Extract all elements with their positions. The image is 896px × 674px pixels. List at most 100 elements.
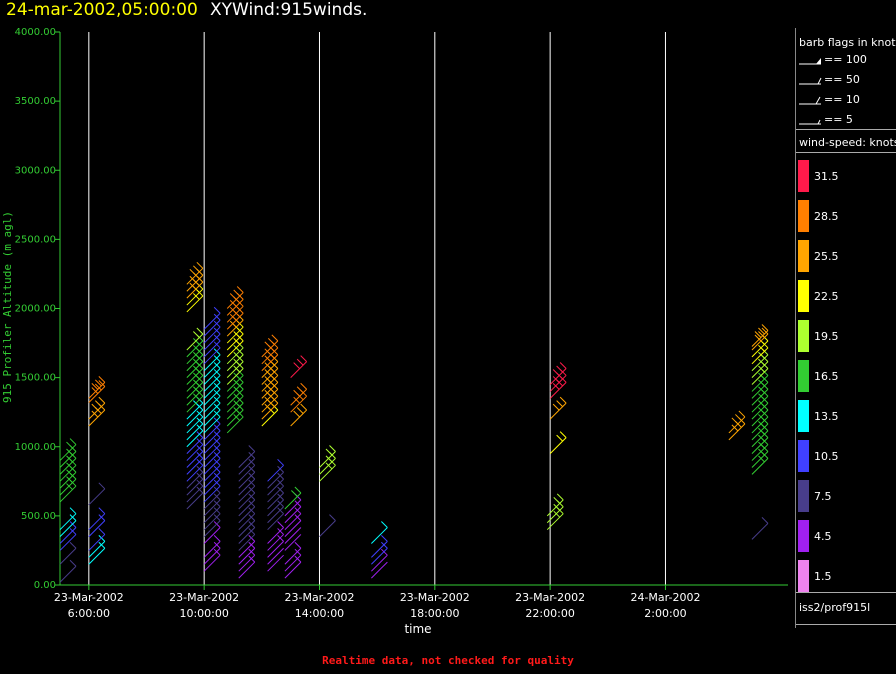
vertical-grid: [88, 32, 666, 585]
wind-barb: [267, 528, 284, 551]
y-tick-label: 3000.00: [15, 165, 56, 176]
x-tick-date: 24-Mar-2002: [630, 591, 700, 604]
wind-barb: [88, 507, 106, 531]
wind-barb: [238, 445, 256, 468]
wind-barb: [203, 514, 221, 537]
quality-note: Realtime data, not checked for quality: [322, 654, 574, 667]
x-tick-time: 22:00:00: [525, 607, 574, 620]
wind-barb: [88, 380, 106, 403]
color-swatch: [798, 360, 809, 392]
x-tick-date: 23-Mar-2002: [54, 591, 124, 604]
wind-barb: [203, 403, 221, 427]
wind-barb: [267, 486, 284, 510]
wind-barb: [186, 472, 204, 496]
wind-barb: [290, 382, 308, 406]
wind-barb: [226, 410, 244, 434]
wind-barb: [203, 362, 221, 385]
wind-barb: [203, 306, 221, 330]
wind-barb: [59, 507, 77, 531]
y-tick-label: 2000.00: [15, 304, 56, 315]
wind-barb: [267, 547, 284, 565]
plot-title: XYWind:915winds.: [210, 0, 368, 20]
wind-barb: [728, 417, 746, 441]
barb-sample: [799, 96, 821, 105]
barb-legend-5: == 5: [824, 113, 853, 126]
y-tick-label: 0.00: [34, 580, 56, 591]
color-swatch: [798, 240, 809, 272]
color-label: 1.5: [814, 570, 832, 583]
wind-barb: [186, 445, 204, 468]
wind-barb: [284, 486, 302, 510]
wind-barb: [203, 369, 221, 392]
y-axis-title: 915 Profiler Altitude (m agl): [1, 211, 14, 403]
wind-barb: [203, 410, 221, 434]
wind-barb: [238, 521, 256, 544]
wind-barb: [290, 355, 308, 378]
wind-barbs: [59, 261, 769, 583]
wind-barb: [238, 452, 256, 475]
wind-barb: [203, 445, 221, 468]
axes: [59, 32, 788, 586]
barb-legend-samples: [799, 58, 822, 125]
wind-barb: [238, 493, 256, 517]
y-tick-label: 4000.00: [15, 27, 56, 38]
legend-divider-4: [796, 624, 896, 625]
color-swatch: [798, 520, 809, 552]
color-swatch: [798, 480, 809, 512]
wind-barb: [186, 289, 204, 313]
wind-barb: [186, 438, 204, 461]
wind-barb: [203, 341, 221, 365]
color-swatch: [798, 320, 809, 352]
wind-barb: [371, 561, 388, 579]
wind-barb: [203, 355, 221, 378]
wind-barb: [238, 541, 256, 565]
legend-panel: barb flags in knots == 100 == 50 == 10 =…: [795, 28, 896, 628]
wind-barb: [267, 507, 284, 531]
x-tick-date: 23-Mar-2002: [284, 591, 354, 604]
wind-barb: [203, 431, 221, 455]
wind-barb: [59, 514, 77, 537]
wind-barb: [751, 327, 769, 351]
wind-barb: [88, 403, 106, 427]
x-tick-time: 18:00:00: [410, 607, 459, 620]
wind-barb: [549, 396, 567, 420]
wind-barb: [238, 507, 256, 531]
wind-barb: [751, 452, 769, 475]
legend-divider-2: [796, 152, 896, 153]
wind-barb: [238, 479, 256, 503]
wind-barb: [267, 479, 284, 503]
wind-barb: [186, 327, 204, 351]
wind-barb: [88, 396, 106, 420]
wind-barb: [203, 389, 221, 413]
x-tick-time: 2:00:00: [644, 607, 686, 620]
wind-barb: [226, 286, 244, 309]
barb-sample: [799, 119, 821, 125]
color-label: 13.5: [814, 410, 839, 423]
wind-barb: [319, 514, 336, 537]
wind-barb: [238, 528, 256, 551]
color-label: 10.5: [814, 450, 839, 463]
y-tick-label: 1000.00: [15, 442, 56, 453]
wind-barb: [203, 472, 221, 496]
wind-barb: [238, 465, 256, 489]
wind-barb: [267, 493, 284, 517]
color-label: 25.5: [814, 250, 839, 263]
date-title: 24-mar-2002,05:00:00: [6, 0, 198, 20]
wind-barb: [238, 500, 256, 524]
wind-barb: [238, 472, 256, 496]
wind-barb: [290, 403, 308, 427]
color-label: 7.5: [814, 490, 832, 503]
wind-barb: [186, 424, 204, 448]
wind-barb: [371, 548, 388, 572]
color-label: 4.5: [814, 530, 832, 543]
wind-barb: [88, 541, 106, 565]
wind-barb: [261, 403, 279, 427]
wind-barb: [203, 327, 221, 351]
wind-barb: [549, 362, 567, 385]
wind-barb: [284, 541, 302, 565]
wind-barb: [284, 555, 302, 579]
wind-barb: [549, 431, 567, 455]
color-swatch: [798, 400, 809, 432]
x-tick-date: 23-Mar-2002: [515, 591, 585, 604]
wind-barb: [88, 514, 106, 537]
